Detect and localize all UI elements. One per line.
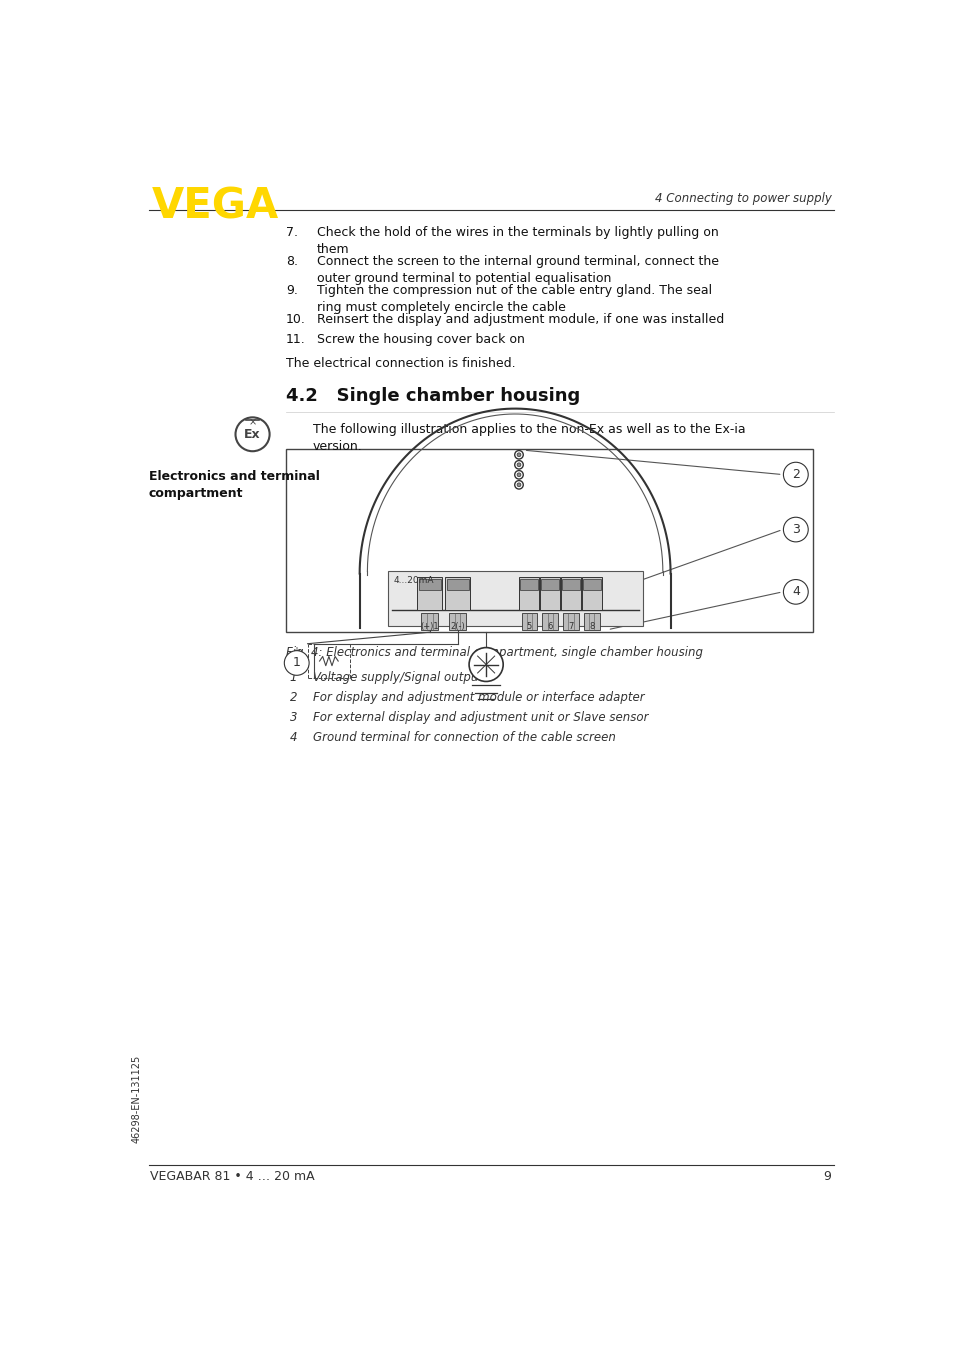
Text: Electronics and terminal: Electronics and terminal [149, 470, 319, 483]
Text: +: + [292, 646, 299, 657]
Circle shape [782, 517, 807, 542]
Text: compartment: compartment [149, 487, 243, 501]
Text: 4: 4 [290, 731, 297, 743]
Text: 46298-EN-131125: 46298-EN-131125 [132, 1055, 141, 1144]
Text: VEGA: VEGA [152, 185, 279, 227]
Text: 1: 1 [290, 670, 297, 684]
Bar [449, 613, 466, 630]
Text: 11.: 11. [286, 333, 305, 347]
Text: 2(-): 2(-) [450, 621, 464, 631]
Text: Reinsert the display and adjustment module, if one was installed: Reinsert the display and adjustment modu… [316, 313, 723, 326]
Bar [446, 580, 468, 590]
Bar [542, 613, 558, 630]
Text: 7.: 7. [286, 226, 297, 238]
Circle shape [517, 463, 520, 467]
Text: 4.2   Single chamber housing: 4.2 Single chamber housing [286, 386, 579, 405]
Circle shape [517, 473, 520, 477]
Text: 2: 2 [290, 691, 297, 704]
Text: The electrical connection is finished.: The electrical connection is finished. [286, 357, 515, 370]
Circle shape [782, 580, 807, 604]
Text: 1: 1 [293, 657, 300, 669]
Bar [286, 450, 812, 632]
Circle shape [782, 462, 807, 487]
Text: 6: 6 [547, 621, 553, 631]
Text: 2: 2 [791, 468, 799, 481]
Text: For external display and adjustment unit or Slave sensor: For external display and adjustment unit… [313, 711, 648, 724]
Text: 5: 5 [526, 621, 532, 631]
Bar [581, 577, 601, 609]
Text: 4...20mA: 4...20mA [394, 575, 434, 585]
Text: 9.: 9. [286, 284, 297, 297]
Circle shape [469, 647, 502, 681]
Bar [519, 580, 537, 590]
Text: Ex: Ex [244, 428, 260, 441]
Circle shape [515, 451, 522, 459]
Text: 4 Connecting to power supply: 4 Connecting to power supply [654, 192, 831, 204]
Bar [521, 613, 537, 630]
Text: Screw the housing cover back on: Screw the housing cover back on [316, 333, 524, 347]
Text: Tighten the compression nut of the cable entry gland. The seal
ring must complet: Tighten the compression nut of the cable… [316, 284, 711, 314]
Bar [584, 613, 599, 630]
Text: 10.: 10. [286, 313, 305, 326]
Bar [563, 613, 578, 630]
Circle shape [515, 471, 522, 479]
Text: Voltage supply/Signal output: Voltage supply/Signal output [313, 670, 482, 684]
Bar [445, 577, 470, 609]
Circle shape [515, 481, 522, 489]
Bar [561, 580, 579, 590]
Bar [421, 613, 437, 630]
Text: ×: × [248, 417, 256, 427]
Text: The following illustration applies to the non-Ex as well as to the Ex-ia
version: The following illustration applies to th… [313, 422, 745, 452]
Text: 8: 8 [589, 621, 594, 631]
Text: Check the hold of the wires in the terminals by lightly pulling on
them: Check the hold of the wires in the termi… [316, 226, 718, 256]
Text: 9: 9 [822, 1170, 831, 1182]
Text: (+)1: (+)1 [420, 621, 438, 631]
Bar [417, 577, 442, 609]
Text: Fig. 4: Electronics and terminal compartment, single chamber housing: Fig. 4: Electronics and terminal compart… [286, 646, 702, 659]
Bar [560, 577, 580, 609]
Bar [418, 580, 440, 590]
Bar [387, 571, 642, 626]
Text: For display and adjustment module or interface adapter: For display and adjustment module or int… [313, 691, 644, 704]
Text: 7: 7 [568, 621, 573, 631]
Text: 4: 4 [791, 585, 799, 598]
Bar [518, 577, 538, 609]
Bar [540, 580, 558, 590]
Circle shape [517, 452, 520, 456]
Circle shape [517, 483, 520, 486]
Text: Ground terminal for connection of the cable screen: Ground terminal for connection of the ca… [313, 731, 616, 743]
Bar [582, 580, 600, 590]
Bar [539, 577, 559, 609]
Text: 3: 3 [791, 523, 799, 536]
Text: −: − [291, 663, 300, 674]
Circle shape [284, 651, 309, 676]
Circle shape [515, 460, 522, 468]
Text: Connect the screen to the internal ground terminal, connect the
outer ground ter: Connect the screen to the internal groun… [316, 255, 719, 284]
Text: 3: 3 [290, 711, 297, 724]
Text: 8.: 8. [286, 255, 297, 268]
Text: VEGABAR 81 • 4 … 20 mA: VEGABAR 81 • 4 … 20 mA [150, 1170, 314, 1182]
